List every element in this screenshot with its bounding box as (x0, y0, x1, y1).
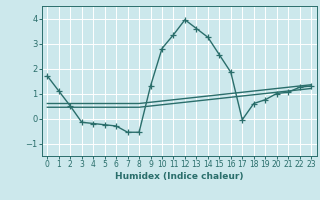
X-axis label: Humidex (Indice chaleur): Humidex (Indice chaleur) (115, 172, 244, 181)
